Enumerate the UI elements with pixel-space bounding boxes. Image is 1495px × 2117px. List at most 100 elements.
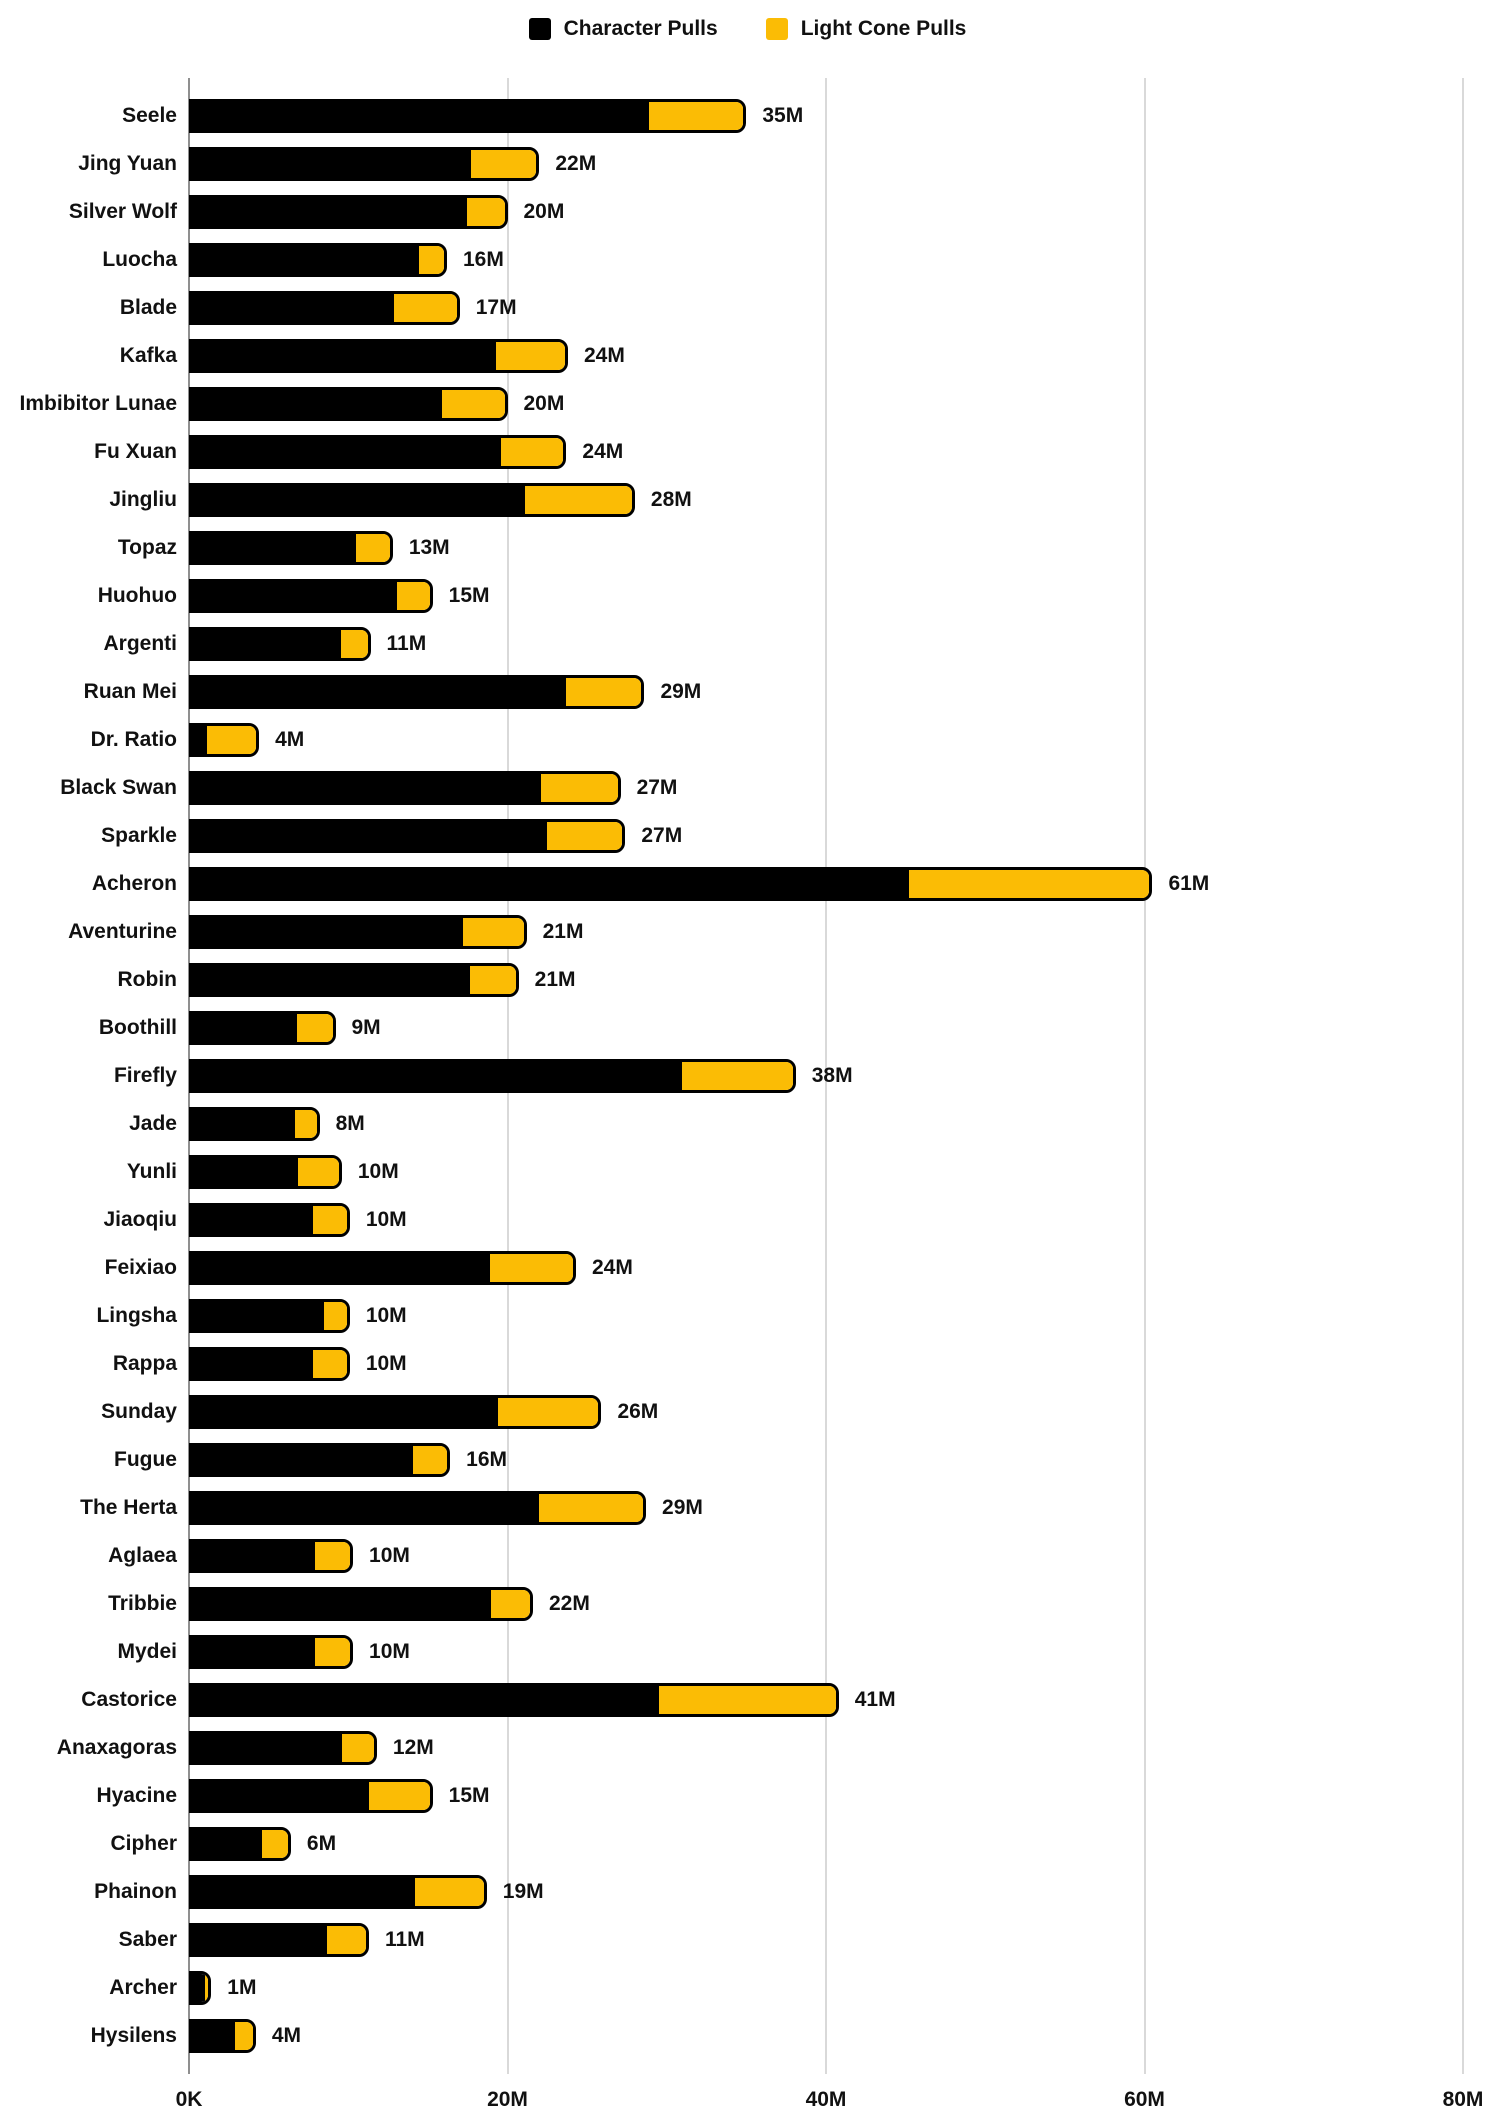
bar-row: Boothill 9M <box>0 1004 1495 1052</box>
stacked-bar <box>189 1971 212 2005</box>
category-label: Sunday <box>101 1400 177 1423</box>
total-value-label: 10M <box>369 1544 410 1567</box>
character-pulls-segment <box>192 822 547 850</box>
bar-track: 9M <box>189 1011 1495 1045</box>
total-value-label: 11M <box>386 632 427 655</box>
character-pulls-segment <box>192 630 342 658</box>
bar-row: Silver Wolf 20M <box>0 188 1495 236</box>
category-label: Rappa <box>112 1352 177 1375</box>
bar-row: Ruan Mei 29M <box>0 668 1495 716</box>
light-cone-pulls-segment <box>908 870 1150 898</box>
light-cone-pulls-segment <box>313 1350 347 1378</box>
category-label: Jing Yuan <box>78 152 177 175</box>
bar-row: The Herta 29M <box>0 1484 1495 1532</box>
stacked-bar <box>189 1587 533 1621</box>
bar-row: Lingsha 10M <box>0 1292 1495 1340</box>
stacked-bar <box>189 435 567 469</box>
light-cone-pulls-segment <box>442 390 505 418</box>
light-cone-pulls-segment <box>419 246 444 274</box>
bar-row: Imbibitor Lunae 20M <box>0 380 1495 428</box>
total-value-label: 1M <box>227 1976 257 1999</box>
character-pulls-segment <box>192 1158 298 1186</box>
total-value-label: 24M <box>584 344 625 367</box>
light-cone-pulls-segment <box>314 1638 351 1666</box>
bar-row: Huohuo 15M <box>0 572 1495 620</box>
category-label: Mydei <box>117 1640 177 1663</box>
character-pulls-segment <box>192 198 467 226</box>
bar-track: 20M <box>189 387 1495 421</box>
category-label: Seele <box>122 104 177 127</box>
stacked-bar <box>189 819 626 853</box>
bar-row: Argenti 11M <box>0 620 1495 668</box>
total-value-label: 27M <box>641 824 683 847</box>
bar-track: 27M <box>189 771 1495 805</box>
bar-row: Tribbie 22M <box>0 1580 1495 1628</box>
light-cone-pulls-segment <box>496 342 565 370</box>
total-value-label: 24M <box>582 440 624 463</box>
character-pulls-segment <box>192 1446 413 1474</box>
light-cone-pulls-segment <box>297 1014 333 1042</box>
light-cone-pulls-segment <box>682 1062 793 1090</box>
category-label: Imbibitor Lunae <box>19 392 178 415</box>
bar-track: 10M <box>189 1155 1495 1189</box>
bar-track: 15M <box>189 579 1495 613</box>
bar-row: Luocha 16M <box>0 236 1495 284</box>
total-value-label: 19M <box>502 1880 544 1903</box>
character-pulls-segment <box>192 1206 314 1234</box>
stacked-bar <box>189 483 635 517</box>
character-pulls-segment <box>192 774 541 802</box>
category-label: Jade <box>129 1112 177 1135</box>
category-label: Anaxagoras <box>56 1736 177 1759</box>
legend: Character Pulls Light Cone Pulls <box>0 0 1495 46</box>
character-pulls-segment <box>192 438 501 466</box>
stacked-bar <box>189 723 260 757</box>
light-cone-pulls-segment <box>525 486 632 514</box>
stacked-bar <box>189 1299 350 1333</box>
bar-track: 22M <box>189 147 1495 181</box>
total-value-label: 13M <box>408 536 450 559</box>
character-pulls-segment <box>192 1398 499 1426</box>
bar-track: 11M <box>189 1923 1495 1957</box>
bar-track: 1M <box>189 1971 1495 2005</box>
character-pulls-segment <box>192 1110 296 1138</box>
category-label: Tribbie <box>108 1592 177 1615</box>
stacked-bar <box>189 1251 576 1285</box>
bar-row: Fugue 16M <box>0 1436 1495 1484</box>
character-pulls-segment <box>192 1542 315 1570</box>
category-label: Hysilens <box>90 2024 177 2047</box>
bar-row: Castorice 41M <box>0 1676 1495 1724</box>
character-pulls-segment <box>192 102 649 130</box>
bar-row: Kafka 24M <box>0 332 1495 380</box>
light-cone-pulls-segment <box>394 294 457 322</box>
character-pulls-segment <box>192 150 471 178</box>
character-pulls-segment <box>192 678 567 706</box>
stacked-bar <box>189 1875 487 1909</box>
category-label: Castorice <box>81 1688 177 1711</box>
character-pulls-segment <box>192 582 398 610</box>
light-cone-pulls-segment <box>397 582 430 610</box>
light-cone-pulls-segment <box>462 918 524 946</box>
total-value-label: 26M <box>617 1400 659 1423</box>
total-value-label: 15M <box>448 1784 490 1807</box>
total-value-label: 28M <box>650 488 692 511</box>
light-cone-pulls-segment <box>500 438 564 466</box>
bar-row: Mydei 10M <box>0 1628 1495 1676</box>
legend-item-light-cone-pulls: Light Cone Pulls <box>765 17 966 41</box>
light-cone-pulls-segment <box>648 102 744 130</box>
character-pulls-segment <box>192 870 909 898</box>
total-value-label: 22M <box>548 1592 590 1615</box>
bar-track: 22M <box>189 1587 1495 1621</box>
bar-row: Firefly 38M <box>0 1052 1495 1100</box>
plot-area: Seele 35M Jing Yuan 22M Silver Wolf 20M <box>0 78 1495 2074</box>
bar-track: 21M <box>189 963 1495 997</box>
stacked-bar <box>189 387 508 421</box>
total-value-label: 10M <box>365 1208 407 1231</box>
bar-row: Hysilens 4M <box>0 2012 1495 2060</box>
stacked-bar <box>189 339 568 373</box>
total-value-label: 4M <box>275 728 305 751</box>
bar-track: 24M <box>189 339 1495 373</box>
character-pulls-swatch <box>528 18 551 40</box>
character-pulls-segment <box>192 966 471 994</box>
category-label: Yunli <box>126 1160 177 1183</box>
